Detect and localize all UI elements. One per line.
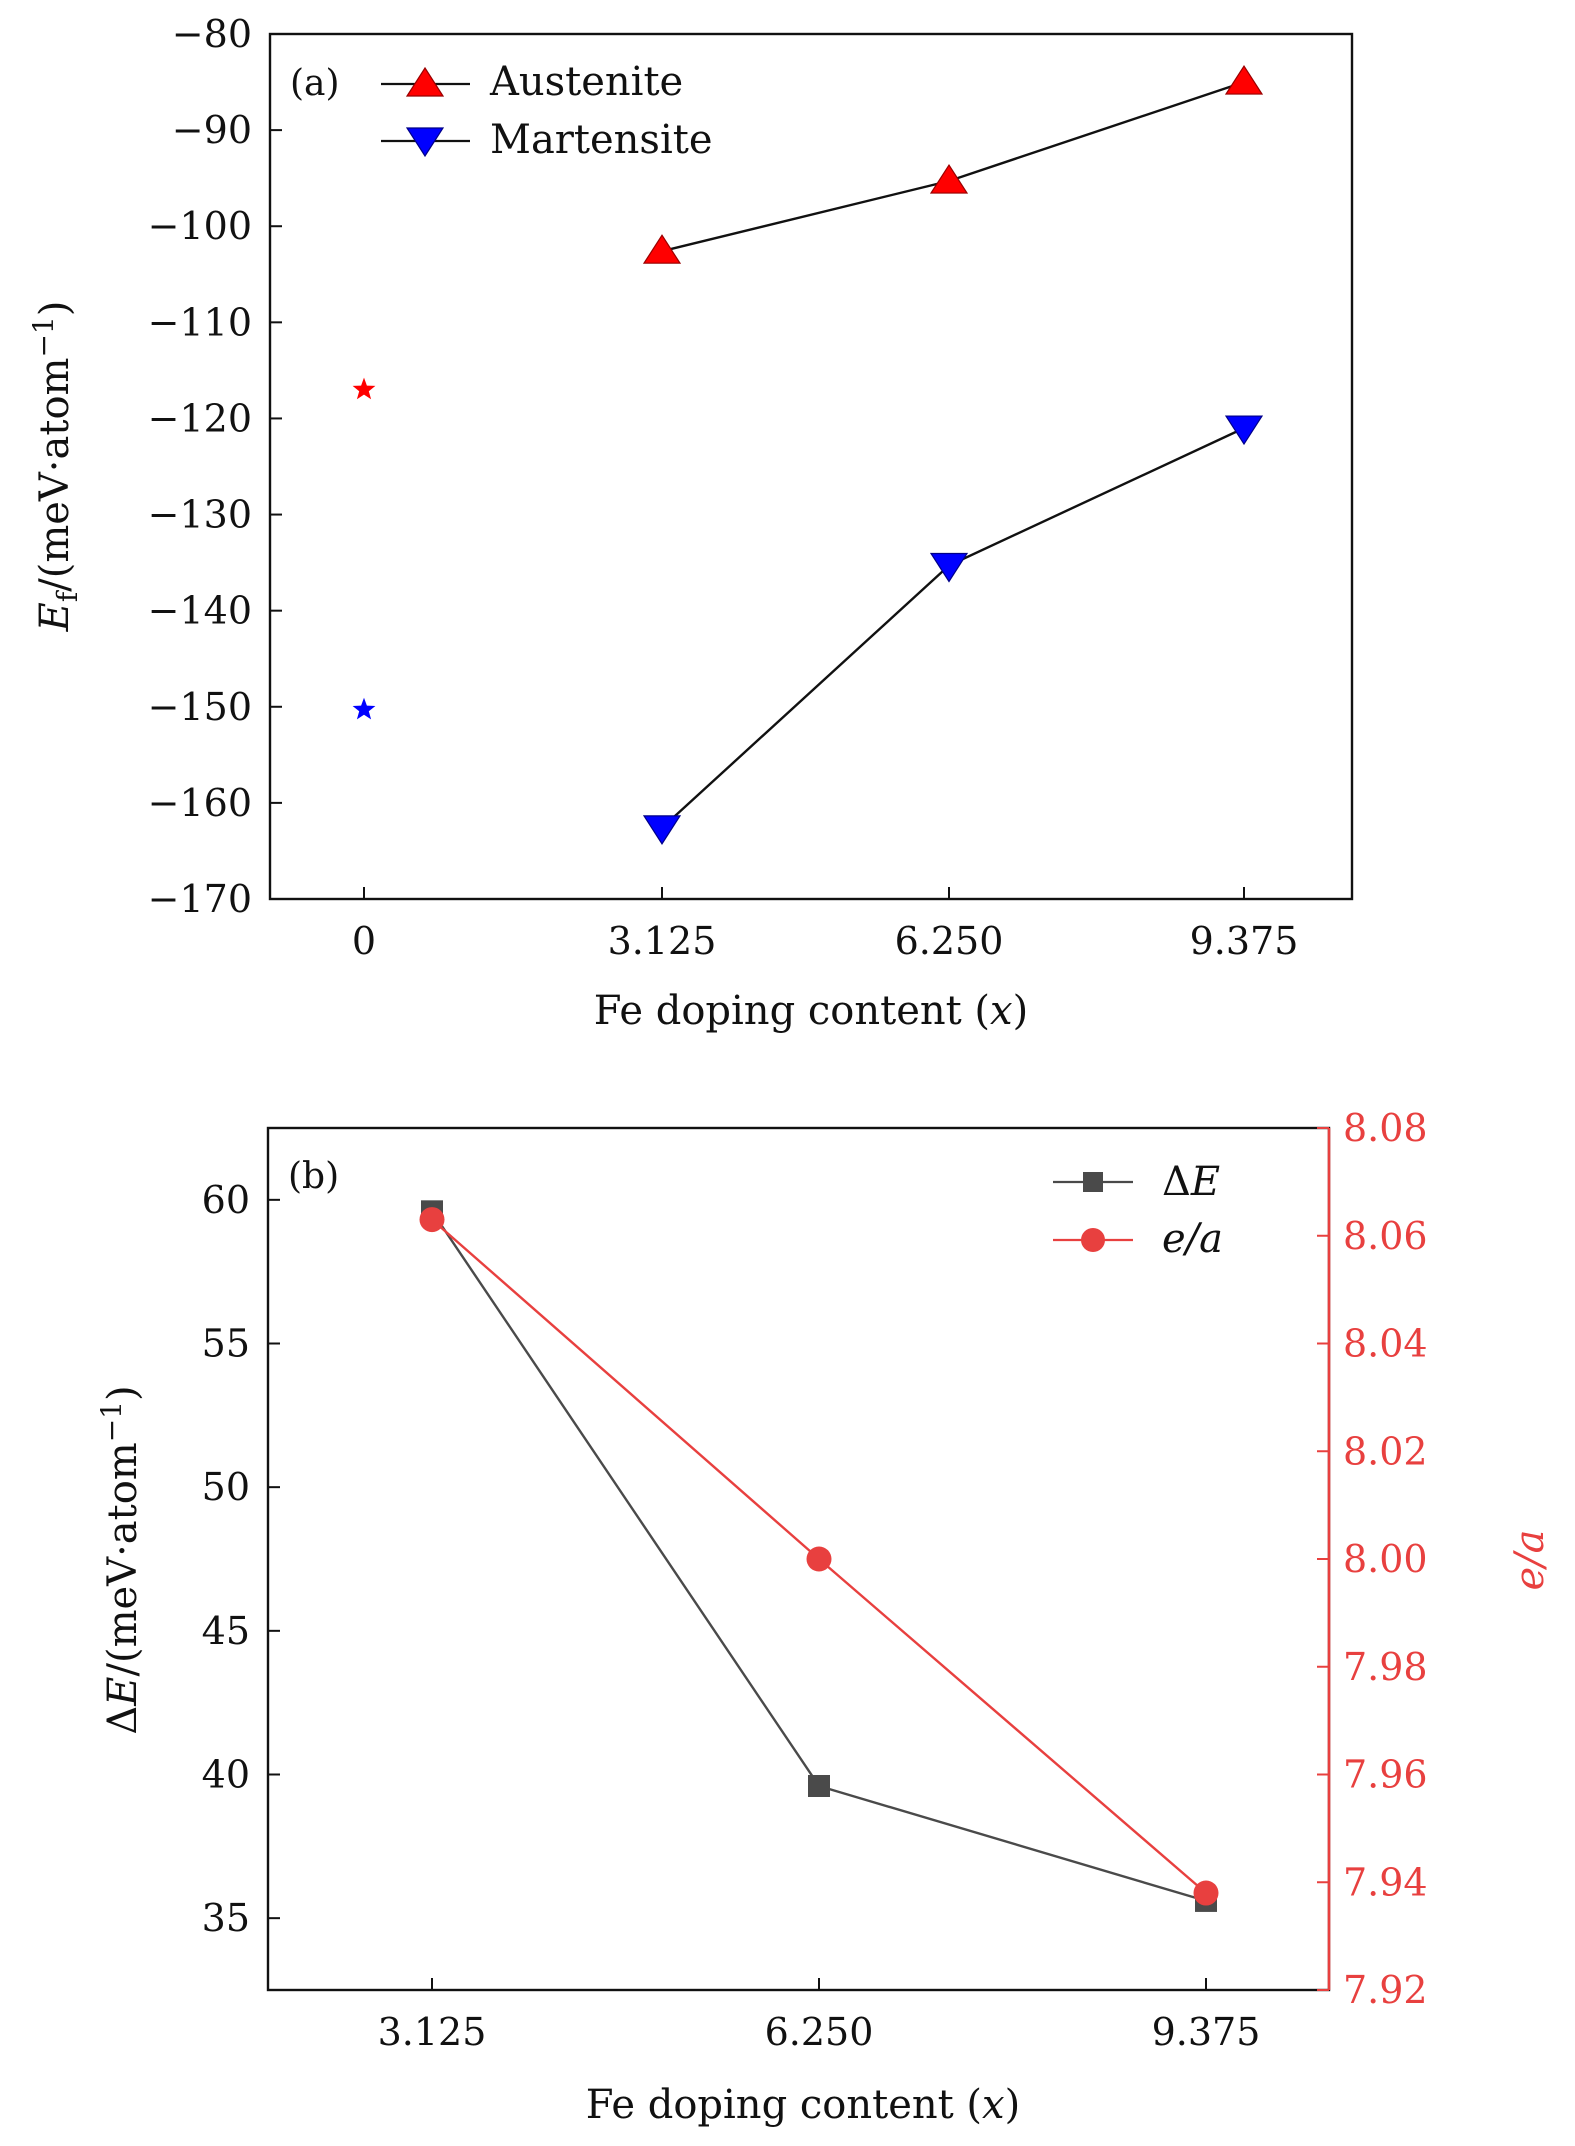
panel-b-point-delta-e [808, 1774, 830, 1797]
panel-b-y2-tick-label: 7.96 [1343, 1753, 1428, 1797]
panel-b-y-tick-label: 50 [202, 1465, 250, 1509]
panel-b: 35 40 45 50 55 60 7.92 7.94 7.96 7.98 8.00 8.02 8.0… [95, 1106, 1553, 2128]
panel-a: −80 −90 −100 −110 −120 −130 −140 −150 −160 −170 0… [27, 12, 1354, 1034]
legend-austenite-marker [405, 66, 445, 97]
panel-b-legend: ΔE e/a [1053, 1159, 1223, 1262]
panel-a-line-austenite [661, 80, 1245, 253]
panel-a-y-tick-label: −170 [148, 877, 252, 921]
panel-b-x-tick-label: 3.125 [378, 2010, 487, 2054]
panel-a-x-tick-label: 0 [352, 919, 376, 963]
panel-a-point-austenite [642, 234, 682, 264]
panel-b-x-tick-label: 9.375 [1152, 2010, 1261, 2054]
panel-a-y-tick-label: −120 [148, 396, 252, 440]
panel-b-y2-tick-label: 8.00 [1343, 1537, 1428, 1581]
panel-a-plot-frame [268, 32, 1354, 901]
legend-e-over-a-marker [1081, 1228, 1105, 1252]
panel-b-y-axis: 35 40 45 50 55 60 [202, 1178, 280, 1940]
panel-b-y-tick-label: 55 [202, 1322, 250, 1366]
panel-b-y2-tick-label: 7.98 [1343, 1645, 1428, 1689]
panel-a-y-axis-label: Ef/(meV·atom−1) [27, 301, 84, 633]
panel-a-y-tick-label: −110 [148, 300, 252, 344]
panel-b-y-tick-label: 45 [202, 1609, 250, 1653]
panel-b-y-tick-label: 40 [202, 1753, 250, 1797]
panel-a-point-martensite [1224, 415, 1264, 446]
panel-b-y-axis-label: ΔE/(meV·atom−1) [95, 1385, 146, 1734]
panel-a-y-tick-label: −150 [148, 685, 252, 729]
panel-a-point-austenite [929, 163, 969, 194]
panel-b-y2-tick-label: 7.92 [1343, 1968, 1428, 2012]
panel-a-y-axis: −80 −90 −100 −110 −120 −130 −140 −150 −160 −170 [148, 12, 282, 921]
panel-b-point-e-over-a [1193, 1880, 1219, 1906]
panel-b-y2-tick-label: 8.02 [1343, 1429, 1428, 1473]
panel-a-line-martensite [661, 427, 1245, 829]
panel-b-series-markers [419, 1200, 1219, 1912]
panel-b-point-e-over-a [419, 1207, 445, 1233]
panel-a-y-tick-label: −140 [148, 589, 252, 633]
legend-e-over-a-label: e/a [1162, 1216, 1223, 1262]
panel-b-y-tick-label: 35 [202, 1896, 250, 1940]
panel-a-star-point [352, 697, 376, 720]
panel-a-legend: Austenite Martensite [381, 59, 713, 163]
panel-a-x-axis: 0 3.125 6.250 9.375 [352, 887, 1298, 963]
panel-b-y-tick-label: 60 [202, 1178, 250, 1222]
panel-a-y-tick-label: −130 [148, 493, 252, 537]
panel-a-point-austenite [1224, 64, 1264, 95]
panel-a-point-martensite [929, 552, 969, 583]
legend-delta-e-marker [1083, 1172, 1103, 1192]
panel-a-y-tick-label: −80 [172, 12, 252, 56]
panel-a-label: (a) [290, 63, 340, 104]
panel-a-series-markers [352, 64, 1264, 845]
panel-b-x-axis-label: Fe doping content (x) [586, 2082, 1020, 2128]
legend-delta-e-label: ΔE [1162, 1159, 1220, 1205]
panel-b-y2-tick-label: 8.06 [1343, 1214, 1428, 1258]
panel-a-y-tick-label: −160 [148, 781, 252, 825]
panel-b-y2-tick-label: 8.04 [1343, 1322, 1428, 1366]
panel-b-y2-tick-label: 7.94 [1343, 1860, 1428, 1904]
legend-austenite-label: Austenite [489, 59, 683, 105]
panel-b-y2-tick-label: 8.08 [1343, 1106, 1428, 1150]
panel-a-y-tick-label: −100 [148, 204, 252, 248]
panel-a-star-point [352, 377, 376, 400]
panel-b-y2-axis: 7.92 7.94 7.96 7.98 8.00 8.02 8.04 8.06 8.08 [1317, 1106, 1428, 2012]
legend-martensite-marker [405, 127, 445, 158]
panel-a-x-tick-label: 9.375 [1190, 919, 1299, 963]
panel-b-x-axis: 3.125 6.250 9.375 [378, 1978, 1261, 2054]
panel-a-y-tick-label: −90 [172, 108, 252, 152]
panel-a-series-lines [661, 80, 1245, 829]
panel-b-point-e-over-a [806, 1546, 832, 1572]
panel-b-x-tick-label: 6.250 [765, 2010, 874, 2054]
panel-a-x-tick-label: 6.250 [895, 919, 1004, 963]
panel-b-label: (b) [288, 1156, 339, 1197]
legend-martensite-label: Martensite [490, 117, 713, 163]
panel-a-x-tick-label: 3.125 [608, 919, 717, 963]
panel-a-point-martensite [642, 815, 682, 845]
panel-b-y2-axis-label: e/a [1507, 1530, 1553, 1591]
panel-a-x-axis-label: Fe doping content (x) [594, 988, 1028, 1034]
